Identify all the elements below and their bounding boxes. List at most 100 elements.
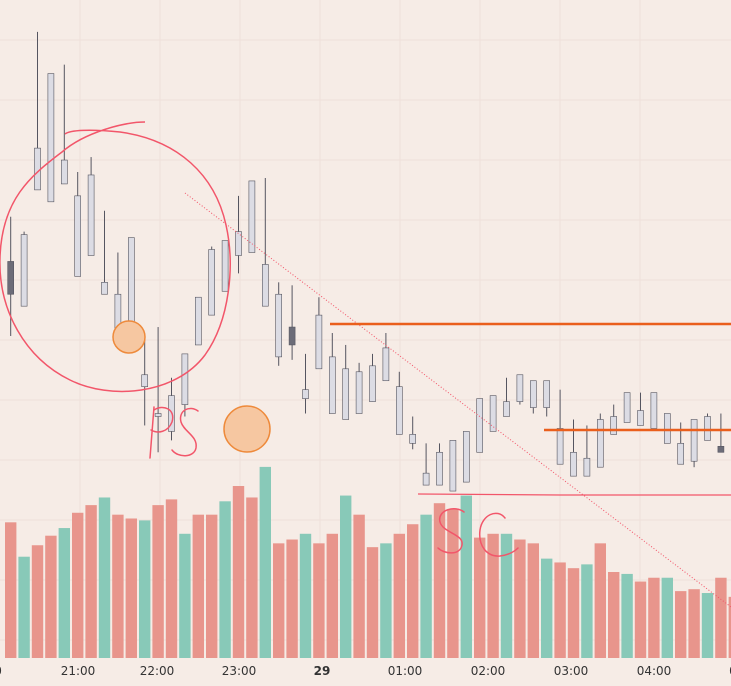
candle-body (382, 347, 390, 382)
time-axis-label: 03:00 (554, 664, 589, 678)
volume-bar (273, 543, 285, 658)
time-axis-label: 0 (0, 664, 2, 678)
dotted-trendline (184, 192, 731, 608)
volume-bar (608, 572, 620, 658)
candle-body (328, 356, 336, 414)
candle-body (369, 365, 376, 402)
time-axis-label: 02:00 (471, 664, 506, 678)
annotations (0, 121, 731, 608)
volume-bar (58, 528, 70, 658)
candle-body (409, 434, 417, 444)
volume-bar (85, 505, 97, 658)
candle-body (543, 380, 551, 408)
candle-body (288, 326, 296, 346)
volume-bar (98, 497, 111, 658)
volume-bar (112, 514, 124, 658)
candle-body (422, 472, 430, 486)
candle-body (583, 457, 591, 477)
volume-bar (139, 520, 151, 658)
volume-bar (206, 514, 218, 658)
candle-body (610, 416, 618, 435)
volume-bar (675, 591, 687, 658)
candle-body (74, 195, 81, 277)
candle-body (235, 231, 242, 256)
candle-body (503, 401, 510, 417)
volume-bar (179, 533, 191, 658)
candle-body (677, 443, 685, 465)
volume-bar (688, 589, 700, 658)
handwritten-ps-label (149, 406, 199, 459)
candle-body (462, 431, 470, 483)
time-axis-label: 23:00 (222, 664, 257, 678)
volume-bar (165, 499, 178, 658)
candle-body (261, 264, 269, 307)
candle-body (60, 159, 68, 185)
candle-body (516, 374, 524, 402)
candle-body (476, 398, 484, 453)
volume-bar (72, 512, 84, 658)
candle-body (355, 371, 363, 414)
candle-body (529, 380, 537, 408)
volume-bar (18, 556, 30, 658)
candle-body (221, 240, 229, 292)
volume-bar (340, 495, 352, 658)
volume-bar (286, 539, 298, 658)
volume-bar (299, 533, 312, 658)
volume-bar (31, 545, 44, 658)
time-axis-label: 04:00 (637, 664, 672, 678)
volume-bar (353, 514, 365, 658)
volume-bar (366, 547, 379, 658)
candle-body (342, 368, 350, 420)
volume-bar (407, 524, 419, 658)
marker-circle-small (112, 320, 146, 354)
candle-body (663, 413, 671, 444)
volume-bar (246, 497, 258, 658)
candle-body (181, 353, 189, 405)
volume-bar (581, 564, 593, 658)
volume-bar (313, 543, 325, 658)
time-axis-label: 29 (314, 664, 331, 678)
candle-body (195, 296, 202, 346)
candle-body (704, 416, 711, 441)
volume-bar (447, 508, 459, 658)
volume-bar (527, 543, 539, 658)
volume-bar (219, 501, 231, 658)
volume-bar (701, 593, 714, 658)
candle-body (449, 440, 457, 492)
volume-bar (259, 466, 271, 658)
time-axis: 0 21:00 22:00 23:00 29 01:00 02:00 03:00 04:00 0 (0, 664, 731, 678)
candle-body (47, 73, 55, 203)
freehand-circle-annotation (0, 121, 231, 393)
candle-body (20, 234, 28, 307)
candles (7, 31, 731, 492)
candle-body (315, 314, 323, 370)
volume-bar (648, 577, 660, 658)
candle-body (650, 392, 658, 429)
volume-bar (594, 543, 606, 658)
volume-bar (474, 537, 486, 658)
volume-bar (326, 533, 338, 658)
volume-bar (500, 533, 513, 658)
volume-bar (192, 514, 204, 658)
candle-body (208, 249, 215, 316)
handwritten-sc-label (437, 508, 519, 557)
support-line (417, 493, 731, 496)
volume-bar (621, 573, 633, 658)
volume-bar (433, 503, 446, 658)
candle-body (556, 428, 564, 465)
time-axis-label: 21:00 (61, 664, 96, 678)
volume-bar (514, 539, 526, 658)
candle-body (489, 395, 497, 432)
grid-lines (0, 0, 731, 658)
candle-body (141, 374, 148, 387)
candle-body (717, 446, 725, 453)
candle-body (570, 451, 577, 477)
candle-body (596, 419, 604, 468)
volume-bar (728, 596, 731, 658)
candle-body (436, 451, 443, 486)
volume-bar (393, 533, 405, 658)
volume-bar (460, 495, 472, 658)
time-axis-label: 22:00 (140, 664, 175, 678)
